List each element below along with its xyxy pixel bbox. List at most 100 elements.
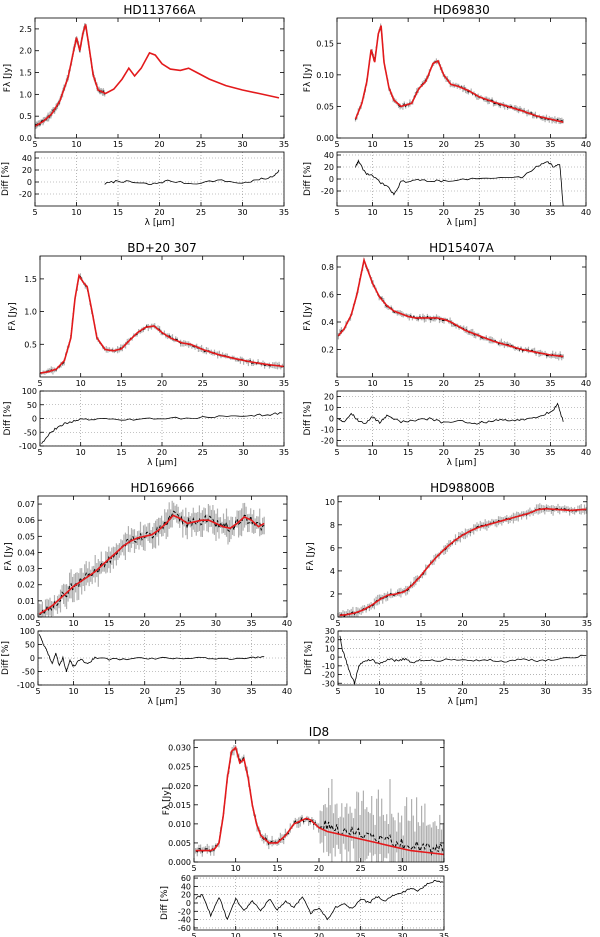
plot-area: [339, 503, 587, 617]
y-tick-label: 0.010: [168, 820, 191, 829]
plot-area: [337, 257, 564, 361]
diff-x-tick-label: 15: [116, 448, 126, 457]
diff-x-tick-label: 10: [231, 932, 241, 937]
y-tick-label: 0.2: [321, 346, 334, 355]
diff-x-tick-label: 35: [545, 448, 555, 457]
y-tick-label: 0.020: [168, 782, 191, 791]
x-axis-label: λ [μm]: [148, 697, 178, 707]
diff-curve: [339, 635, 587, 685]
diff-y-tick-label: 0: [186, 899, 191, 908]
diff-x-tick-label: 15: [416, 687, 426, 696]
diff-y-tick-label: 50: [25, 641, 35, 650]
panel-hd69830: HD69830 5 10 15 20 25 30 35 40 0.00 0.05 0.10 0.15 Fλ…: [303, 3, 591, 228]
diff-x-tick-label: 15: [104, 687, 114, 696]
diff-x-tick-label: 15: [403, 208, 413, 217]
x-tick-label: 10: [68, 619, 78, 628]
x-tick-label: 35: [545, 140, 555, 149]
y-tick-label: 0.10: [316, 71, 334, 80]
diff-area: [38, 631, 287, 685]
diff-area: [40, 391, 284, 446]
panel-title: ID8: [309, 725, 329, 739]
diff-y-tick-label: -100: [17, 681, 35, 690]
diff-y-tick-label: -10: [321, 426, 334, 435]
diff-y-tick-label: 40: [22, 154, 32, 163]
diff-x-tick-label: 20: [314, 932, 324, 937]
diff-x-tick-label: 20: [154, 208, 164, 217]
diff-y-tick-label: -100: [19, 442, 37, 451]
x-tick-label: 15: [104, 619, 114, 628]
x-tick-label: 5: [32, 140, 37, 149]
x-tick-label: 30: [237, 140, 247, 149]
x-tick-label: 25: [198, 379, 208, 388]
diff-y-tick-label: 10: [324, 404, 334, 413]
x-tick-label: 35: [246, 619, 256, 628]
model-spectrum: [339, 507, 587, 617]
diff-x-tick-label: 40: [581, 448, 591, 457]
diff-x-tick-label: 10: [374, 687, 384, 696]
diff-y-tick-label: 20: [324, 163, 334, 172]
diff-x-tick-label: 35: [582, 687, 592, 696]
y-tick-label: 0.8: [321, 263, 334, 272]
diff-x-tick-label: 30: [540, 687, 550, 696]
x-axis-label: λ [μm]: [147, 458, 177, 468]
y-tick-label: 0.005: [168, 839, 191, 848]
x-tick-label: 20: [439, 379, 449, 388]
diff-y-tick-label: 0: [329, 415, 334, 424]
diff-y-tick-label: 0: [30, 654, 35, 663]
diff-x-tick-label: 15: [403, 448, 413, 457]
panel-hd113766a: HD113766A 5 10 15 20 25 30 35 0.0 0.5 1.0 1.5 2.0 2.5…: [1, 3, 289, 228]
diff-x-tick-label: 10: [76, 448, 86, 457]
diff-x-tick-label: 40: [581, 208, 591, 217]
diff-x-tick-label: 40: [282, 687, 292, 696]
diff-y-tick-label: 0: [32, 415, 37, 424]
diff-y-tick-label: 20: [181, 891, 191, 900]
y-axis-label: Fλ [Jy]: [8, 302, 18, 330]
y-tick-label: 10: [325, 498, 335, 507]
diff-x-tick-label: 30: [211, 687, 221, 696]
x-tick-label: 20: [140, 619, 150, 628]
diff-y-tick-label: 20: [325, 636, 335, 645]
model-spectrum: [38, 514, 265, 615]
diff-x-tick-label: 10: [367, 448, 377, 457]
x-tick-label: 20: [457, 619, 467, 628]
diff-y-tick-label: -20: [321, 187, 334, 196]
x-tick-label: 35: [439, 864, 449, 873]
x-tick-label: 15: [416, 619, 426, 628]
panel-title: BD+20 307: [127, 241, 197, 255]
diff-x-tick-label: 25: [356, 932, 366, 937]
y-tick-label: 2: [330, 590, 335, 599]
diff-y-axis-label: Diff [%]: [304, 641, 314, 675]
model-spectrum: [195, 746, 444, 856]
y-axis-label: Fλ [Jy]: [303, 64, 313, 92]
x-tick-label: 35: [545, 379, 555, 388]
panel-title: HD113766A: [123, 3, 196, 17]
model-spectrum: [337, 257, 564, 358]
y-axis-label: Fλ [Jy]: [3, 64, 13, 92]
x-tick-label: 20: [157, 379, 167, 388]
diff-x-tick-label: 20: [439, 208, 449, 217]
diff-curve: [355, 159, 564, 206]
diff-x-tick-label: 30: [510, 208, 520, 217]
plot-frame: [37, 495, 288, 618]
y-tick-label: 0.00: [17, 613, 35, 622]
x-tick-label: 20: [439, 140, 449, 149]
plot-frame: [337, 495, 588, 618]
diff-curve: [104, 169, 280, 185]
diff-x-tick-label: 5: [334, 448, 339, 457]
panel-hd169666: HD169666 5 10 15 20 25 30 35 40 0.00 0.01 0.02 0.03 0…: [1, 481, 292, 707]
diff-y-tick-label: 20: [324, 393, 334, 402]
diff-curve: [41, 412, 283, 444]
plot-area: [38, 500, 265, 617]
x-axis-label: λ [μm]: [145, 218, 175, 228]
x-tick-label: 25: [175, 619, 185, 628]
x-tick-label: 30: [540, 619, 550, 628]
diff-y-tick-label: -50: [22, 668, 35, 677]
x-tick-label: 10: [367, 140, 377, 149]
y-tick-label: 8: [330, 521, 335, 530]
diff-x-tick-label: 35: [246, 687, 256, 696]
y-tick-label: 1.0: [19, 90, 32, 99]
diff-x-tick-label: 35: [439, 932, 449, 937]
y-tick-label: 0.025: [168, 763, 191, 772]
diff-area: [35, 152, 284, 206]
